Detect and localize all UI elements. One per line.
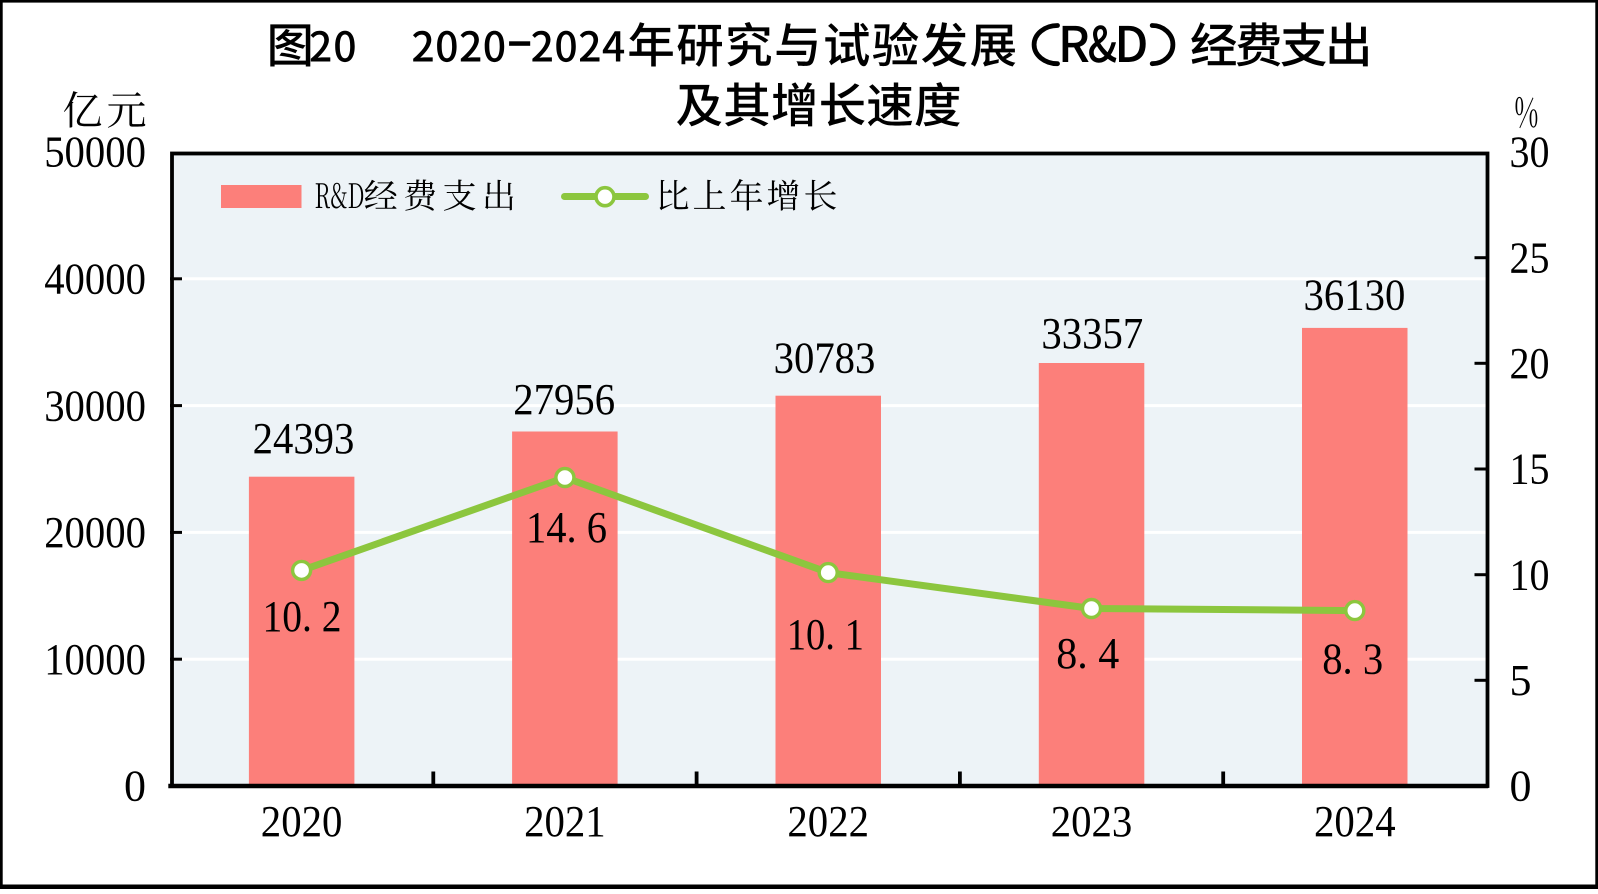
svg-text:2022: 2022 [787,797,869,846]
svg-text:30783: 30783 [774,334,876,383]
svg-text:14. 6: 14. 6 [526,503,607,552]
svg-text:15: 15 [1510,445,1550,494]
svg-text:0: 0 [124,762,146,811]
svg-text:50000: 50000 [44,128,146,177]
svg-text:0: 0 [1510,762,1532,811]
svg-text:36130: 36130 [1304,270,1406,319]
svg-text:5: 5 [1510,656,1532,705]
svg-text:25: 25 [1510,233,1550,282]
svg-text:10000: 10000 [44,635,146,684]
svg-text:8. 4: 8. 4 [1056,629,1119,678]
svg-text:40000: 40000 [44,255,146,304]
svg-text:2023: 2023 [1051,797,1133,846]
svg-text:30: 30 [1510,128,1550,177]
svg-text:24393: 24393 [253,414,355,463]
svg-text:10. 1: 10. 1 [787,610,864,659]
svg-text:33357: 33357 [1041,309,1143,358]
svg-text:20000: 20000 [44,508,146,557]
svg-text:10. 2: 10. 2 [262,592,341,641]
svg-text:20: 20 [1510,339,1550,388]
svg-text:27956: 27956 [513,375,615,424]
svg-text:30000: 30000 [44,381,146,430]
svg-text:2021: 2021 [524,797,606,846]
svg-text:2020: 2020 [261,797,343,846]
svg-text:2024: 2024 [1314,797,1396,846]
svg-text:10: 10 [1510,550,1550,599]
svg-text:8. 3: 8. 3 [1322,635,1383,684]
